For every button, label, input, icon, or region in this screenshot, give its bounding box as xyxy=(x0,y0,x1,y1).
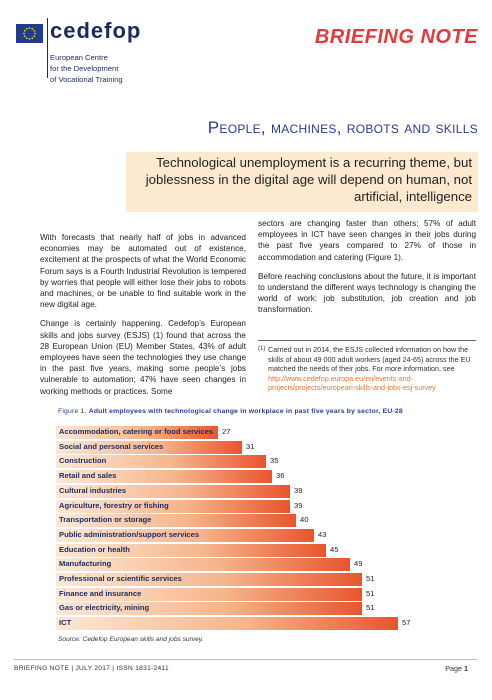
figure-title: Figure 1. Adult employees with technolog… xyxy=(58,408,403,415)
footnote-link[interactable]: http://www.cedefop.europa.eu/en/events-a… xyxy=(268,373,436,393)
bar-value-label: 35 xyxy=(270,456,279,466)
logo-divider xyxy=(47,18,48,78)
bar xyxy=(56,484,290,498)
bar xyxy=(56,426,218,439)
bar-chart: Accommodation, catering or food services… xyxy=(56,426,446,632)
bar-value-label: 51 xyxy=(366,588,375,598)
footer-divider xyxy=(14,659,478,660)
bar xyxy=(56,573,362,586)
bar-category-label: Finance and insurance xyxy=(59,588,142,598)
bar-category-label: Professional or scientific services xyxy=(59,574,182,583)
figure-caption: Adult employees with technological chang… xyxy=(88,408,403,415)
bar-row: Retail and sales 36 xyxy=(56,470,446,484)
bar xyxy=(56,617,398,631)
bar-value-label: 27 xyxy=(222,427,231,436)
figure-label: Figure 1. xyxy=(58,408,87,415)
bar-value-label: 40 xyxy=(300,515,309,525)
paragraph: Before reaching conclusions about the fu… xyxy=(258,271,476,315)
paragraph: With forecasts that nearly half of jobs … xyxy=(40,233,246,310)
bar xyxy=(56,470,272,484)
bar-row: Public administration/support services 43 xyxy=(56,528,446,542)
subtitle-box: Technological unemployment is a recurrin… xyxy=(126,152,478,212)
doc-type-label: BRIEFING NOTE xyxy=(314,26,478,48)
bar-category-label: Manufacturing xyxy=(59,559,112,569)
bar-row: Social and personal services 31 xyxy=(56,440,446,454)
bar-row: ICT 57 xyxy=(56,617,446,631)
bar-category-label: Transportation or storage xyxy=(59,515,152,525)
footer-info: BRIEFING NOTE | JULY 2017 | ISSN 1831-24… xyxy=(14,665,169,672)
bar-row: Gas or electricity, mining 51 xyxy=(56,602,446,616)
bar-value-label: 43 xyxy=(318,529,327,539)
bar xyxy=(56,543,326,557)
bar-value-label: 36 xyxy=(276,471,285,481)
body-right-column: sectors are changing faster than others;… xyxy=(258,218,476,324)
bar-row: Education or health 45 xyxy=(56,543,446,557)
bar-category-label: Retail and sales xyxy=(59,471,117,481)
bar-value-label: 57 xyxy=(402,618,411,628)
body-left-column: With forecasts that nearly half of jobs … xyxy=(40,232,246,405)
bar-category-label: Social and personal services xyxy=(59,441,164,451)
footnote: (1) Carried out in 2014, the ESJS collec… xyxy=(258,340,476,393)
bar xyxy=(56,587,362,601)
bar-row: Cultural industries 39 xyxy=(56,484,446,498)
bar xyxy=(56,514,296,528)
brand-logo: cedefop xyxy=(50,18,142,43)
bar-value-label: 39 xyxy=(294,500,303,510)
bar-row: Transportation or storage 40 xyxy=(56,514,446,528)
bar-category-label: Accommodation, catering or food services xyxy=(59,427,214,436)
subtitle: Technological unemployment is a recurrin… xyxy=(145,155,472,204)
footnote-mark: (1) xyxy=(258,346,266,352)
bar-value-label: 39 xyxy=(294,485,303,495)
eu-flag-icon xyxy=(16,24,43,43)
bar-row: Agriculture, forestry or fishing 39 xyxy=(56,499,446,513)
paragraph: Change is certainly happening. Cedefop’s… xyxy=(40,319,246,396)
page-title: People, machines, robots and skills xyxy=(207,118,478,137)
bar xyxy=(56,602,362,616)
bar-category-label: ICT xyxy=(59,618,72,628)
bar-row: Construction 35 xyxy=(56,455,446,469)
paragraph: sectors are changing faster than others;… xyxy=(258,219,476,262)
bar-category-label: Education or health xyxy=(59,544,130,554)
bar-row: Professional or scientific services 51 xyxy=(56,573,446,586)
figure-source: Source: Cedefop European skills and jobs… xyxy=(58,636,204,643)
bar-category-label: Agriculture, forestry or fishing xyxy=(59,500,169,510)
bar-category-label: Public administration/support services xyxy=(59,529,200,539)
bar-row: Accommodation, catering or food services… xyxy=(56,426,446,439)
bar-value-label: 51 xyxy=(366,603,375,613)
brand-subtitle: European Centre for the Development of V… xyxy=(50,53,123,84)
bar-value-label: 49 xyxy=(354,559,363,569)
bar-row: Finance and insurance 51 xyxy=(56,587,446,601)
bar-value-label: 51 xyxy=(366,574,375,583)
bar xyxy=(56,528,314,542)
bar-category-label: Cultural industries xyxy=(59,485,127,495)
bar-category-label: Construction xyxy=(59,456,107,466)
bar-category-label: Gas or electricity, mining xyxy=(59,603,150,613)
bar xyxy=(56,558,350,572)
page-number: Page 1 xyxy=(445,664,468,673)
bar-row: Manufacturing 49 xyxy=(56,558,446,572)
bar-value-label: 45 xyxy=(330,544,339,554)
bar-value-label: 31 xyxy=(246,441,255,451)
bar xyxy=(56,440,242,454)
footnote-text: Carried out in 2014, the ESJS collected … xyxy=(268,345,471,374)
bar xyxy=(56,499,290,513)
bar xyxy=(56,455,266,469)
